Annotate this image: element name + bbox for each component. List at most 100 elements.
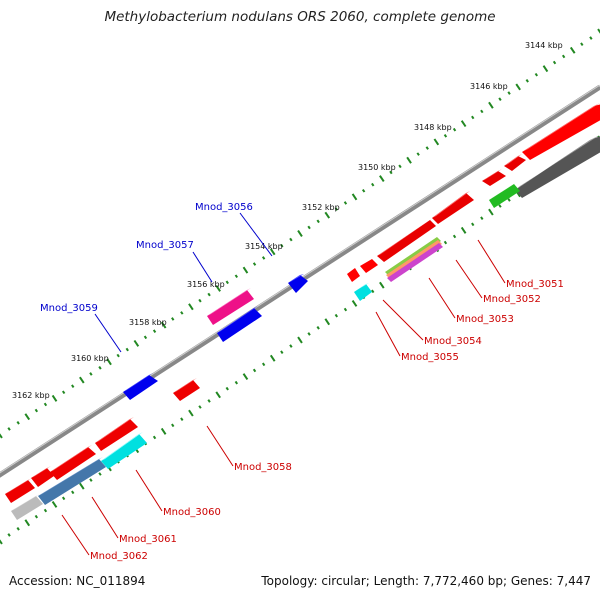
gene-label-mnod-3056[interactable]: Mnod_3056: [195, 202, 253, 213]
kbp-label-3148: 3148 kbp: [414, 123, 452, 132]
gene-label-mnod-3057[interactable]: Mnod_3057: [136, 240, 194, 251]
feature-grey-right[interactable]: [515, 134, 600, 198]
kbp-label-3152: 3152 kbp: [302, 203, 340, 212]
feature-red-left-1[interactable]: [95, 417, 138, 451]
tick-mark: [580, 42, 584, 47]
tick-mark: [98, 472, 102, 476]
feature-red-left-4[interactable]: [5, 478, 35, 503]
leader-mnod-3057: [192, 251, 213, 283]
leader-mnod-3060: [135, 469, 163, 512]
tick-mark: [171, 317, 175, 321]
tick-mark: [280, 350, 284, 354]
feature-steelblue-3061[interactable]: [38, 457, 106, 505]
feature-red-long-upper[interactable]: [522, 103, 600, 160]
kbp-label-3144: 3144 kbp: [525, 41, 563, 50]
kbp-label-3156: 3156 kbp: [187, 280, 225, 289]
leader-mnod-3058: [206, 425, 234, 467]
tick-mark: [443, 240, 448, 245]
feature-cyan-small[interactable]: [354, 283, 372, 301]
tick-mark: [188, 409, 194, 417]
tick-mark: [389, 170, 393, 175]
tick-mark: [215, 391, 221, 399]
gene-label-mnod-3058[interactable]: Mnod_3058: [234, 462, 292, 473]
kbp-label-3162: 3162 kbp: [12, 391, 50, 400]
tick-mark: [152, 329, 157, 333]
tick-mark: [207, 399, 211, 403]
feature-red-upper-5[interactable]: [377, 218, 436, 262]
gene-label-mnod-3059[interactable]: Mnod_3059: [40, 303, 98, 314]
feature-red-small-1[interactable]: [360, 259, 378, 273]
tick-mark: [207, 292, 211, 297]
kbp-label-3150: 3150 kbp: [358, 163, 396, 172]
tick-mark: [198, 405, 202, 409]
tick-mark: [316, 219, 320, 224]
tick-mark: [171, 423, 175, 428]
tick-mark: [180, 311, 184, 315]
tick-mark: [269, 354, 276, 362]
tick-mark: [61, 390, 66, 395]
tick-mark: [406, 156, 412, 164]
feature-red-left-2[interactable]: [50, 445, 96, 480]
tick-mark: [416, 152, 420, 156]
tick-mark: [289, 237, 293, 242]
tick-mark: [89, 478, 93, 482]
tick-mark: [507, 91, 511, 95]
gene-label-mnod-3062[interactable]: Mnod_3062: [90, 551, 148, 562]
feature-red-upper-2[interactable]: [504, 154, 526, 171]
tick-mark: [234, 380, 239, 385]
tick-mark: [16, 527, 20, 531]
tick-mark: [7, 427, 11, 431]
feature-green[interactable]: [489, 182, 520, 208]
gene-label-mnod-3061[interactable]: Mnod_3061: [119, 534, 177, 545]
feature-red-upper-3[interactable]: [482, 169, 506, 186]
gene-label-mnod-3054[interactable]: Mnod_3054: [424, 336, 482, 347]
leader-mnod-3053: [428, 277, 456, 319]
tick-mark: [61, 496, 66, 501]
feature-red-small-2[interactable]: [347, 268, 360, 282]
tick-mark: [79, 482, 85, 490]
feature-multicolor-stack[interactable]: [385, 237, 443, 282]
feature-blue-3056[interactable]: [288, 274, 308, 293]
tick-mark: [16, 420, 20, 425]
tick-mark: [307, 332, 311, 336]
gene-label-mnod-3055[interactable]: Mnod_3055: [401, 352, 459, 363]
tick-mark: [215, 284, 221, 292]
leader-mnod-3062: [61, 514, 90, 556]
feature-cyan-3060[interactable]: [101, 432, 147, 469]
tick-mark: [398, 164, 402, 169]
gene-label-mnod-3051[interactable]: Mnod_3051: [506, 279, 564, 290]
leader-mnod-3051: [477, 239, 506, 284]
tick-mark: [534, 72, 539, 77]
gene-label-mnod-3060[interactable]: Mnod_3060: [163, 507, 221, 518]
tick-mark: [51, 394, 58, 402]
tick-mark: [43, 402, 48, 407]
map-title: Methylobacterium nodulans ORS 2060, comp…: [104, 9, 496, 25]
tick-mark: [125, 347, 129, 352]
feature-red-upper-4[interactable]: [432, 191, 474, 224]
tick-mark: [269, 248, 276, 256]
feature-pink-3057[interactable]: [207, 288, 254, 325]
tick-mark: [133, 339, 140, 347]
tick-mark: [334, 207, 339, 211]
feature-red-left-3[interactable]: [31, 466, 54, 487]
feature-red-3058[interactable]: [173, 378, 200, 401]
gene-label-mnod-3053[interactable]: Mnod_3053: [456, 314, 514, 325]
tick-mark: [24, 519, 31, 527]
feature-grey-3062[interactable]: [11, 494, 43, 520]
gene-label-mnod-3052[interactable]: Mnod_3052: [483, 294, 541, 305]
tick-mark: [242, 373, 249, 381]
tick-mark: [180, 417, 184, 421]
kbp-label-3160: 3160 kbp: [71, 354, 109, 363]
tick-mark: [480, 216, 484, 220]
tick-mark: [507, 198, 511, 202]
tick-mark: [452, 234, 457, 239]
tick-mark: [316, 326, 320, 330]
tick-mark: [324, 211, 331, 219]
leader-mnod-3055: [375, 311, 401, 357]
tick-mark: [297, 230, 303, 237]
feature-blue-3059[interactable]: [123, 373, 158, 400]
tick-mark: [488, 101, 494, 109]
feature-blue-3057b[interactable]: [217, 306, 262, 342]
tick-mark: [71, 490, 75, 495]
outer-tick-track: [0, 28, 600, 439]
